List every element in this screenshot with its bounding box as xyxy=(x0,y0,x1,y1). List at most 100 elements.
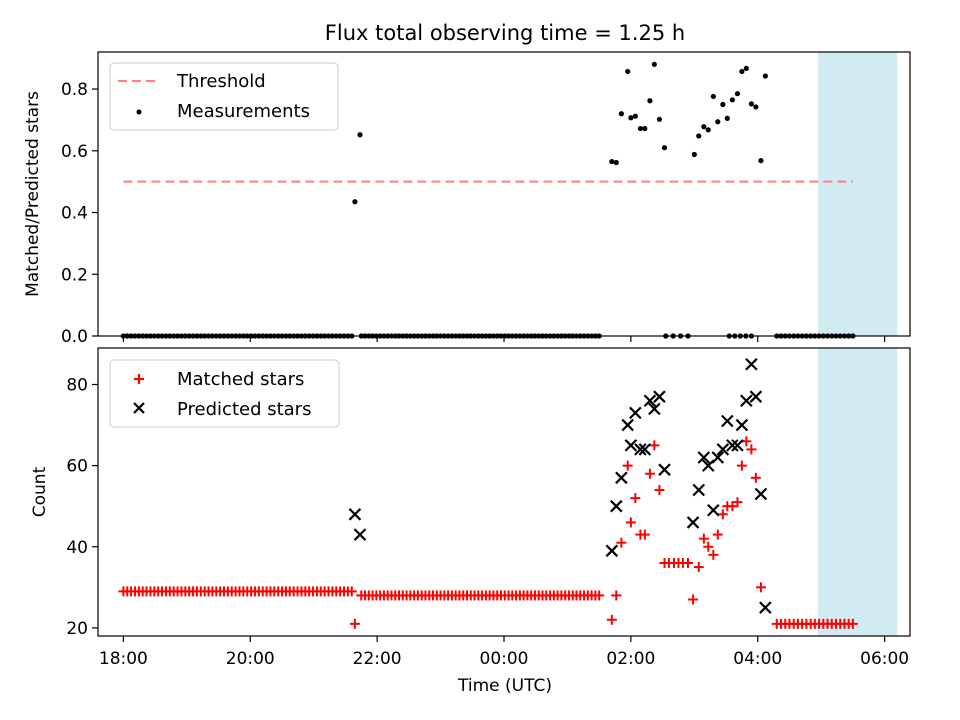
matched-star-point-26 xyxy=(727,501,738,512)
x-tick-label-3: 00:00 xyxy=(480,649,529,669)
matched-star-point-27 xyxy=(732,497,743,508)
measurement-point-29 xyxy=(762,73,768,79)
measurement-point-6 xyxy=(628,115,634,121)
x-tick-label-1: 20:00 xyxy=(226,649,275,669)
measurement-point-16 xyxy=(701,124,707,130)
x-tick-label-6: 06:00 xyxy=(860,649,909,669)
x-tick-label-2: 22:00 xyxy=(353,649,402,669)
matched-star-point-28 xyxy=(736,460,747,471)
count-shaded-region xyxy=(818,348,898,636)
predicted-star-point-27 xyxy=(749,390,763,403)
measurement-point-27 xyxy=(753,104,759,110)
matched-star-point-9 xyxy=(644,468,655,479)
count-x-axis-label: Time (UTC) xyxy=(457,676,552,696)
y-tick-label-1: 0.2 xyxy=(61,265,88,285)
predicted-star-point-6 xyxy=(624,439,638,452)
matched-star-point-30 xyxy=(746,444,757,455)
matched-star-point-3 xyxy=(616,537,627,548)
predicted-star-point-5 xyxy=(621,418,634,432)
predicted-star-point-16 xyxy=(697,451,711,464)
y-tick-label-2: 60 xyxy=(66,457,88,477)
predicted-star-point-1 xyxy=(353,528,367,541)
legend-predicted-label: Predicted stars xyxy=(177,399,311,420)
y-tick-label-0: 20 xyxy=(66,619,88,639)
count-plot-frame xyxy=(97,347,911,637)
predicted-star-point-2 xyxy=(605,544,619,558)
measurement-point-8 xyxy=(637,125,643,132)
matched-star-point-6 xyxy=(630,493,641,504)
legend-matched-label: Matched stars xyxy=(177,369,304,390)
matched-star-point-18 xyxy=(688,594,699,605)
measurement-point-21 xyxy=(724,115,730,121)
ratio-shaded-region xyxy=(818,52,898,336)
measurement-point-22 xyxy=(729,97,735,103)
measurement-point-14 xyxy=(691,151,697,158)
matched-star-point-31 xyxy=(750,472,761,483)
predicted-star-point-7 xyxy=(629,406,642,420)
predicted-star-point-26 xyxy=(745,357,758,371)
measurement-point-28 xyxy=(758,158,764,164)
measurement-point-11 xyxy=(651,61,657,67)
measurement-point-9 xyxy=(642,125,648,132)
measurement-point-3 xyxy=(613,159,619,166)
legend-predicted-swatch xyxy=(133,402,145,414)
predicted-star-point-9 xyxy=(638,443,652,456)
legend-measurements-label: Measurements xyxy=(177,101,310,122)
predicted-star-point-22 xyxy=(726,439,739,452)
predicted-star-point-12 xyxy=(653,390,666,403)
ratio-y-axis-label: Matched/Predicted stars xyxy=(23,91,43,297)
matched-star-point-8 xyxy=(639,529,650,540)
matched-star-point-5 xyxy=(625,517,636,528)
predicted-star-point-25 xyxy=(740,394,753,408)
measurement-point-26 xyxy=(748,101,755,107)
matched-star-point-22 xyxy=(708,549,719,560)
chart-title: Flux total observing time = 1.25 h xyxy=(325,21,685,45)
predicted-star-point-19 xyxy=(711,451,725,464)
measurement-point-15 xyxy=(696,133,702,139)
count-panel: 20 40 60 80 18:00 20:00 22:00 00:00 02:00 04:00 0… xyxy=(30,347,911,696)
measurement-point-2 xyxy=(609,158,615,165)
predicted-star-point-18 xyxy=(707,503,720,517)
ratio-panel: 0.00.20.40.60.8 Matched/Predicted stars … xyxy=(23,51,911,347)
matched-star-point-156 xyxy=(594,590,605,601)
x-tick-label-5: 04:00 xyxy=(733,649,782,669)
measurement-point-7 xyxy=(632,113,638,119)
legend-measurements-swatch xyxy=(136,109,142,115)
measurement-point-24 xyxy=(739,68,745,75)
matched-star-point-17 xyxy=(682,557,693,568)
matched-star-point-11 xyxy=(654,484,665,495)
count-legend: Matched stars Predicted stars xyxy=(109,359,340,428)
matched-star-point-24 xyxy=(717,509,728,520)
matched-star-point-0 xyxy=(349,618,360,629)
matched-star-point-4 xyxy=(622,460,633,471)
count-legend-box xyxy=(109,359,340,428)
matched-star-point-20 xyxy=(698,533,709,544)
y-tick-label-4: 0.8 xyxy=(61,80,88,100)
matched-star-point-19 xyxy=(693,562,704,573)
matched-star-point-175 xyxy=(847,618,858,629)
measurement-point-4 xyxy=(618,111,624,117)
ratio-y-ticks: 0.0 0.2 0.4 0.6 0.8 xyxy=(61,80,98,347)
measurement-point-0 xyxy=(352,199,358,205)
measurement-point-25 xyxy=(743,65,749,71)
predicted-star-point-21 xyxy=(721,414,734,428)
predicted-star-point-0 xyxy=(348,508,362,521)
measurement-point-12 xyxy=(656,116,663,122)
count-x-ticks: 18:00 20:00 22:00 00:00 02:00 04:00 06:00 xyxy=(99,636,909,669)
predicted-star-point-8 xyxy=(634,443,647,456)
count-y-ticks: 20 40 60 80 xyxy=(66,376,98,639)
measurement-point-1 xyxy=(357,132,363,138)
matched-star-point-21 xyxy=(703,541,714,552)
y-tick-label-3: 80 xyxy=(66,376,88,396)
matched-star-point-92 xyxy=(346,586,357,597)
legend-threshold-label: Threshold xyxy=(176,71,266,92)
predicted-star-point-14 xyxy=(686,516,700,529)
measurement-point-18 xyxy=(710,93,716,100)
legend-matched-swatch xyxy=(134,374,144,384)
count-y-axis-label: Count xyxy=(30,466,50,517)
measurement-point-19 xyxy=(715,119,721,125)
x-tick-label-4: 02:00 xyxy=(606,649,655,669)
matched-star-point-1 xyxy=(606,614,617,625)
predicted-star-point-13 xyxy=(658,463,671,476)
predicted-star-point-4 xyxy=(615,471,628,485)
